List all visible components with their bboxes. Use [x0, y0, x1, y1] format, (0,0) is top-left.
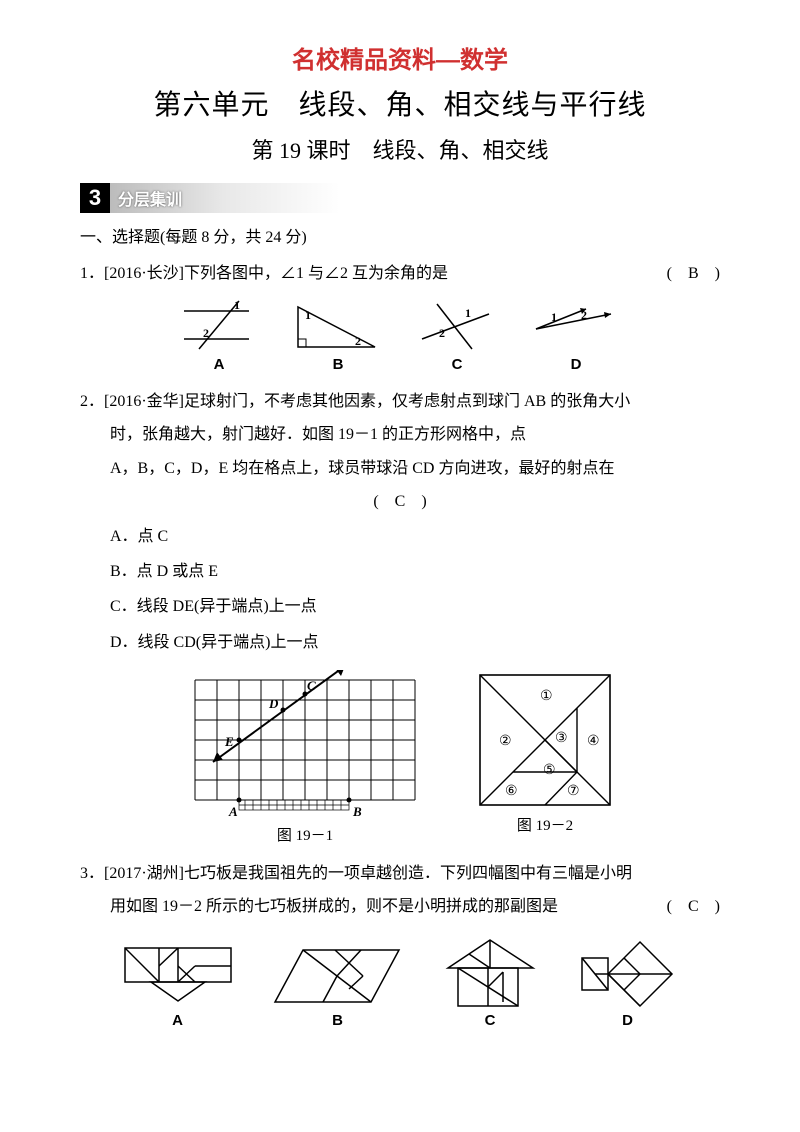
- part1-heading: 一、选择题(每题 8 分，共 24 分): [80, 223, 720, 247]
- svg-text:④: ④: [587, 734, 600, 749]
- fig-19-1: E D C A B 图 19－1: [185, 670, 425, 845]
- q1-fig-b: 1 2 B: [293, 299, 383, 373]
- unit-title: 第六单元 线段、角、相交线与平行线: [80, 83, 720, 123]
- q1-text: 1．[2016·长沙]下列各图中，∠1 与∠2 互为余角的是: [80, 257, 667, 291]
- header-subtitle: 名校精品资料—数学: [80, 40, 720, 75]
- section-bar: 3 分层集训: [80, 183, 340, 213]
- q2-figures: E D C A B 图 19－1 ① ② ③ ④ ⑤ ⑥: [80, 670, 720, 845]
- section-label: 分层集训: [118, 186, 182, 210]
- q2-opt-a: A．点 C: [110, 519, 720, 554]
- q2-line2: 时，张角越大，射门越好．如图 19－1 的正方形网格中，点: [80, 418, 720, 452]
- q1-answer: ( B ): [667, 257, 720, 291]
- svg-text:⑥: ⑥: [505, 784, 518, 799]
- q1-fig-c: 1 2 C: [417, 299, 497, 373]
- q3-line1: 3．[2017·湖州]七巧板是我国祖先的一项卓越创造．下列四幅图中有三幅是小明: [80, 857, 720, 891]
- svg-text:⑤: ⑤: [543, 763, 556, 778]
- svg-text:③: ③: [555, 731, 568, 746]
- fig-19-1-caption: 图 19－1: [185, 824, 425, 845]
- q3-fig-b: B: [273, 946, 403, 1029]
- fig-19-2: ① ② ③ ④ ⑤ ⑥ ⑦ 图 19－2: [475, 670, 615, 845]
- svg-text:⑦: ⑦: [567, 784, 580, 799]
- q2-line3: A，B，C，D，E 均在格点上，球员带球沿 CD 方向进攻，最好的射点在: [80, 452, 720, 486]
- q3-fig-d: D: [578, 938, 678, 1029]
- q3-label-c: C: [443, 1012, 538, 1029]
- question-1: 1．[2016·长沙]下列各图中，∠1 与∠2 互为余角的是 ( B ): [80, 257, 720, 291]
- q3-fig-a: A: [123, 946, 233, 1029]
- section-number: 3: [80, 183, 110, 213]
- svg-text:1: 1: [234, 299, 240, 312]
- q2-line1: 2．[2016·金华]足球射门，不考虑其他因素，仅考虑射点到球门 AB 的张角大…: [80, 385, 720, 419]
- svg-text:E: E: [224, 734, 234, 749]
- svg-text:2: 2: [203, 326, 209, 340]
- fig-19-2-caption: 图 19－2: [475, 814, 615, 835]
- q3-label-d: D: [578, 1012, 678, 1029]
- svg-text:B: B: [352, 804, 362, 819]
- q3-label-b: B: [273, 1012, 403, 1029]
- svg-text:2: 2: [439, 326, 445, 340]
- q3-label-a: A: [123, 1012, 233, 1029]
- question-2: 2．[2016·金华]足球射门，不考虑其他因素，仅考虑射点到球门 AB 的张角大…: [80, 385, 720, 660]
- q1-label-c: C: [417, 356, 497, 373]
- svg-text:2: 2: [355, 334, 361, 348]
- svg-text:1: 1: [465, 306, 471, 320]
- q1-label-d: D: [531, 356, 621, 373]
- question-3: 3．[2017·湖州]七巧板是我国祖先的一项卓越创造．下列四幅图中有三幅是小明 …: [80, 857, 720, 924]
- q2-opt-d: D．线段 CD(异于端点)上一点: [110, 625, 720, 660]
- q1-fig-a: 1 2 A: [179, 299, 259, 373]
- q1-label-b: B: [293, 356, 383, 373]
- svg-text:A: A: [228, 804, 238, 819]
- q1-fig-d: 1 2 D: [531, 299, 621, 373]
- q1-figures: 1 2 A 1 2 B 1 2 C 1 2 D: [80, 299, 720, 373]
- lesson-title: 第 19 课时 线段、角、相交线: [80, 133, 720, 165]
- q2-opt-c: C．线段 DE(异于端点)上一点: [110, 589, 720, 624]
- svg-text:2: 2: [581, 308, 587, 322]
- q3-line2: 用如图 19－2 所示的七巧板拼成的，则不是小明拼成的那副图是: [110, 890, 667, 924]
- svg-text:1: 1: [551, 310, 557, 324]
- q2-opt-b: B．点 D 或点 E: [110, 554, 720, 589]
- svg-text:D: D: [268, 696, 279, 711]
- svg-text:1: 1: [305, 308, 311, 322]
- svg-text:②: ②: [499, 734, 512, 749]
- q3-answer: ( C ): [667, 890, 720, 924]
- q3-figures: A B: [80, 938, 720, 1029]
- q2-answer: ( C ): [80, 485, 720, 519]
- svg-text:C: C: [307, 678, 316, 693]
- q1-label-a: A: [179, 356, 259, 373]
- q3-fig-c: C: [443, 938, 538, 1029]
- svg-text:①: ①: [540, 689, 553, 704]
